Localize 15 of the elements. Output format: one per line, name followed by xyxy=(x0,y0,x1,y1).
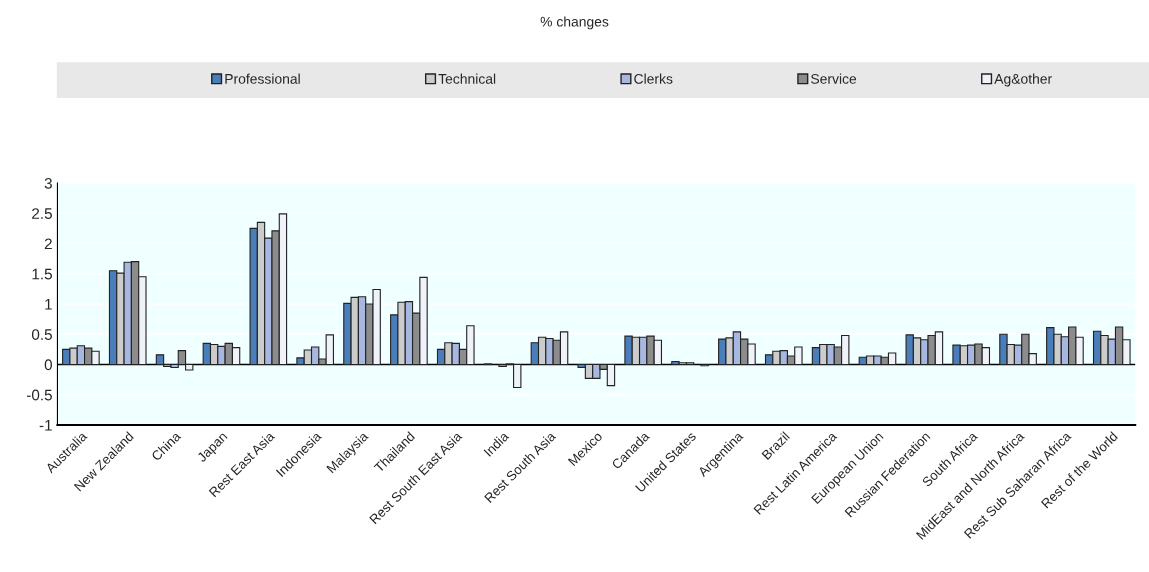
y-tick-label: 0.5 xyxy=(31,329,52,340)
chart-title: % changes xyxy=(540,16,609,30)
y-tick-label: 3 xyxy=(44,177,52,189)
y-tick-label: 2.5 xyxy=(32,208,52,219)
y-tick-label: -1 xyxy=(39,420,52,431)
legend-label: Service xyxy=(811,73,857,84)
y-tick-label: 1 xyxy=(45,299,52,310)
y-tick-label: -0.5 xyxy=(26,389,52,401)
y-tick-label: 0 xyxy=(44,359,52,371)
legend-label: Ag&other xyxy=(994,73,1052,87)
y-tick-label: 1.5 xyxy=(32,268,52,280)
legend-label: Clerks xyxy=(634,73,673,84)
legend-label: Technical xyxy=(438,73,496,84)
y-tick-label: 2 xyxy=(44,238,52,250)
legend-label: Professional xyxy=(225,73,300,84)
